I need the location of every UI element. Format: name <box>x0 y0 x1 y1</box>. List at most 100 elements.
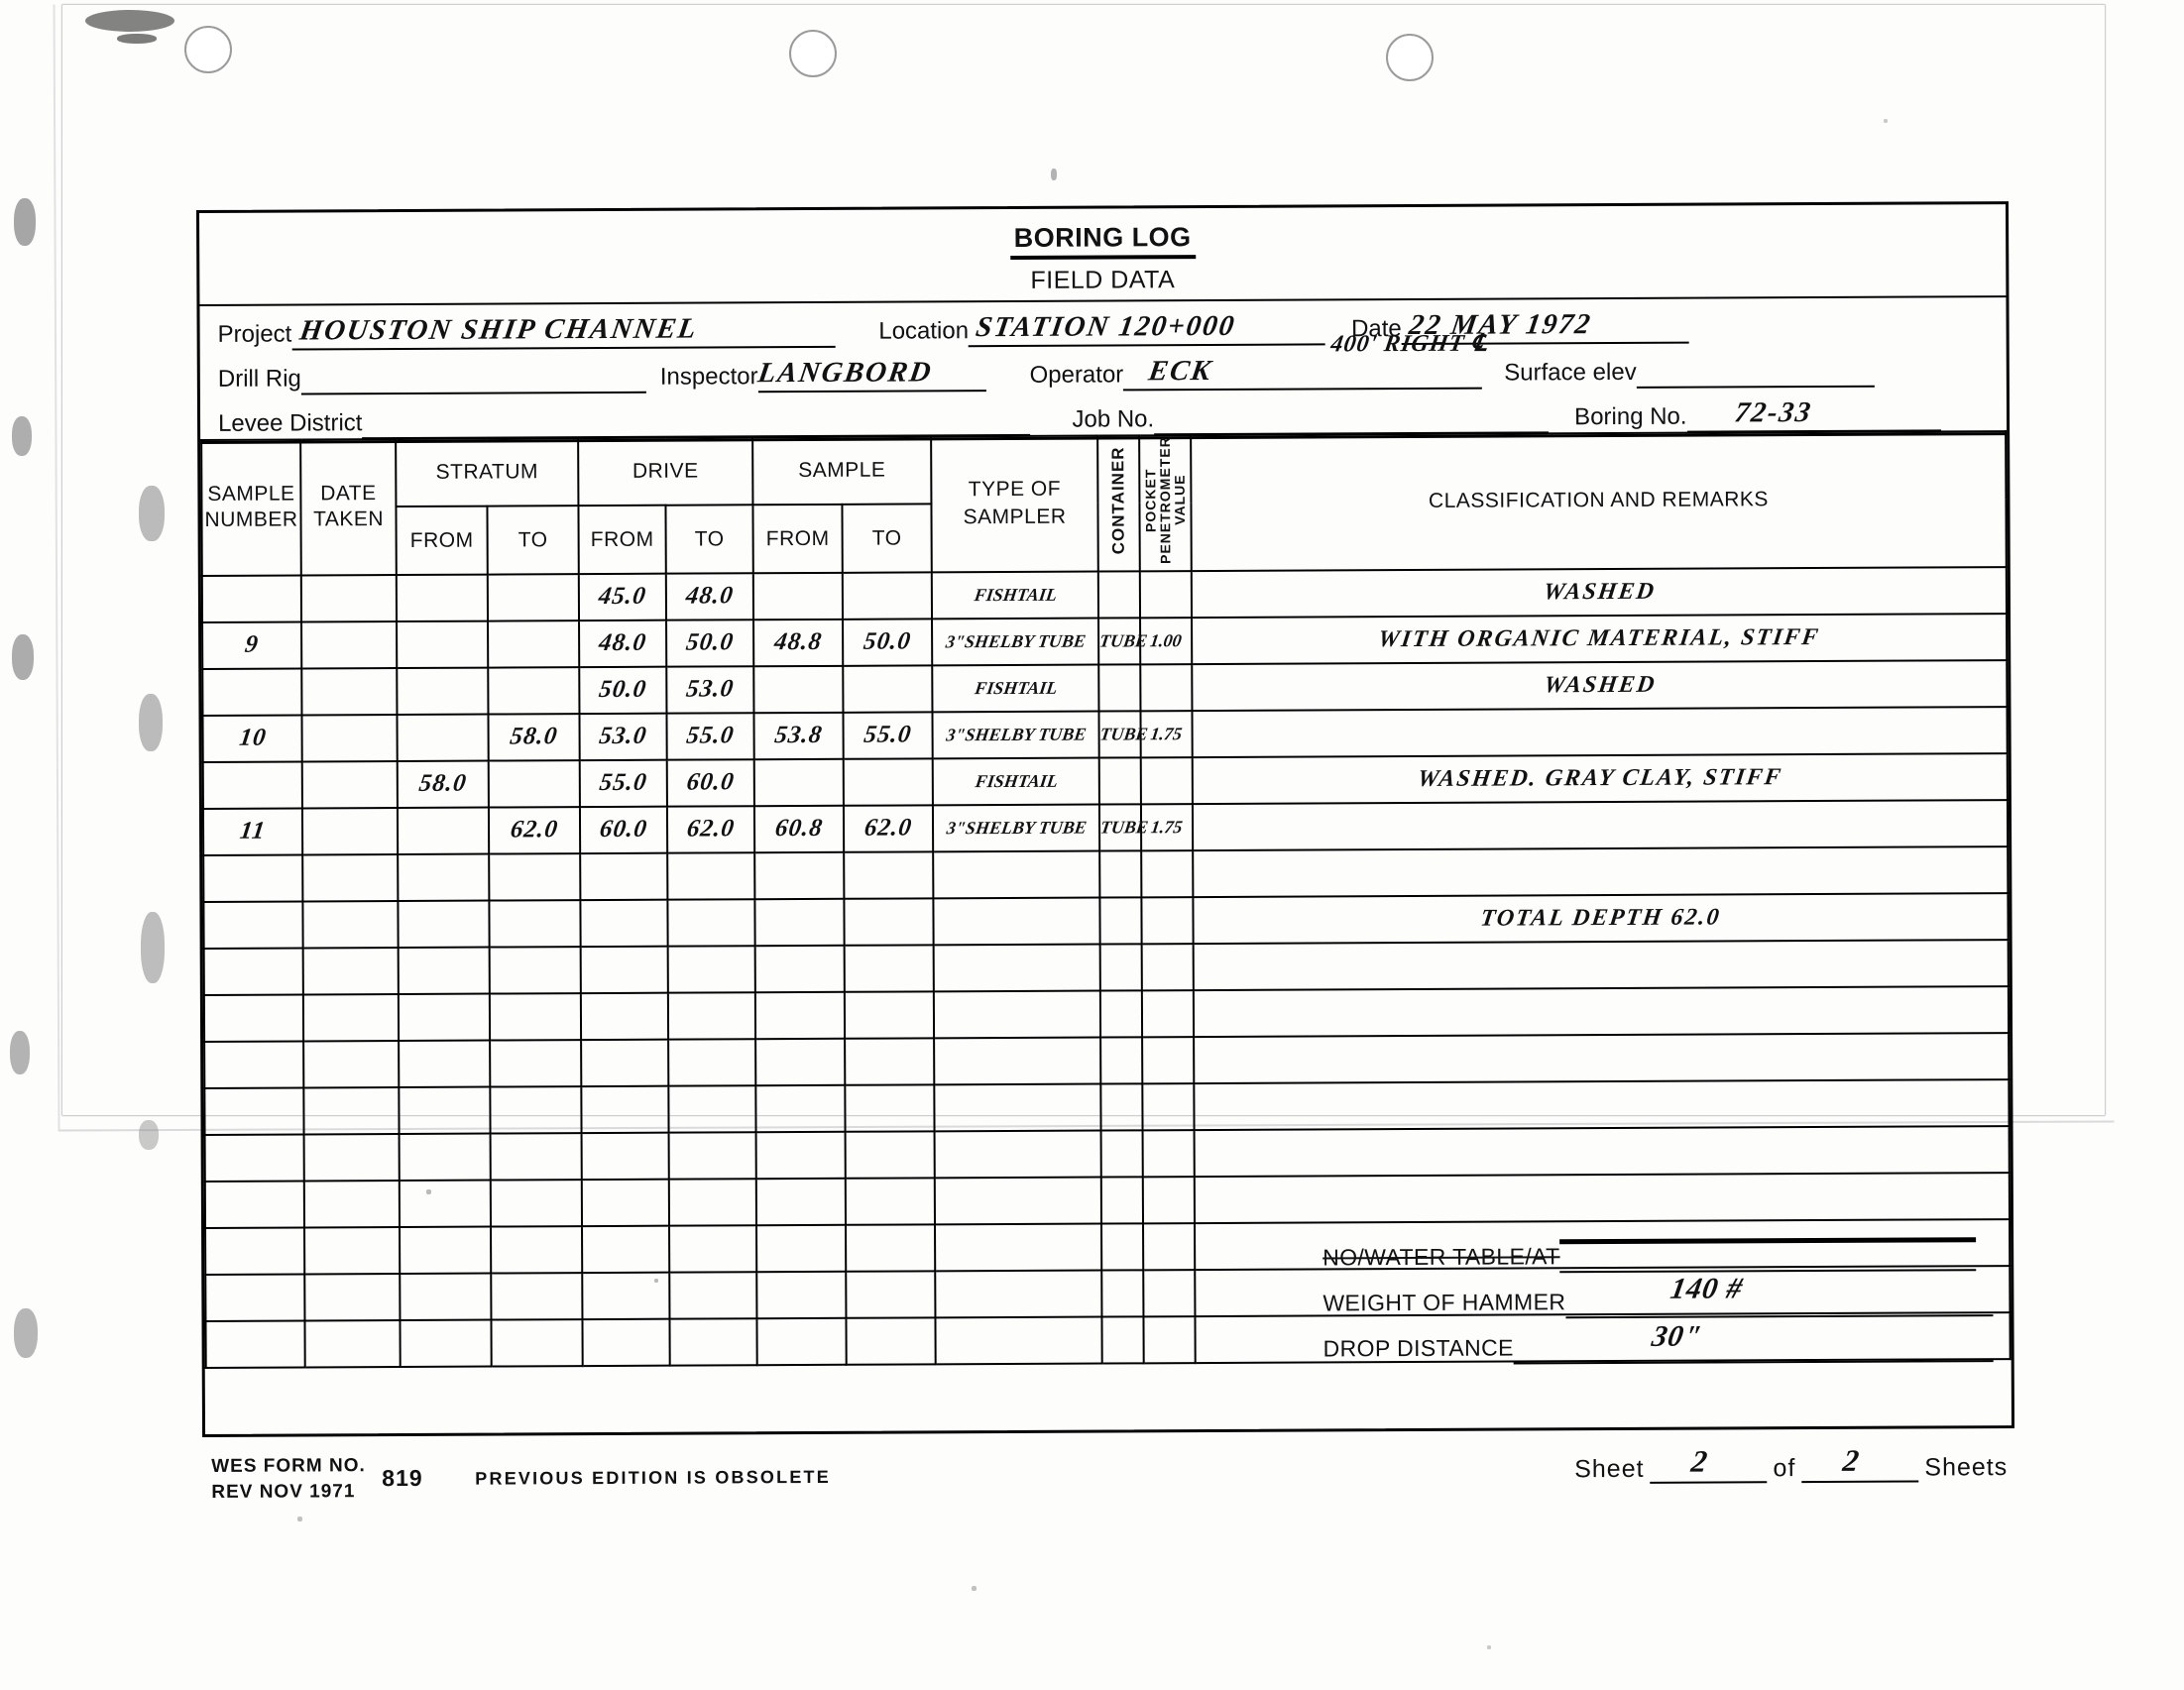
td-container[interactable]: TUBE <box>1099 804 1150 851</box>
td-sample-to[interactable] <box>846 1224 936 1272</box>
td-stratum-to[interactable] <box>488 620 580 668</box>
td-date-taken[interactable] <box>301 760 398 809</box>
td-sample-number[interactable] <box>205 1320 305 1368</box>
td-stratum-from[interactable] <box>399 1086 491 1134</box>
td-sample-from[interactable] <box>756 1317 847 1365</box>
td-container[interactable]: TUBE <box>1098 711 1149 758</box>
td-remarks[interactable]: WASHED. GRAY CLAY, STIFF <box>1192 752 2008 804</box>
td-stratum-to[interactable] <box>491 1318 583 1367</box>
td-container[interactable] <box>1100 1177 1144 1224</box>
td-sample-from[interactable] <box>754 851 845 899</box>
td-sample-to[interactable] <box>844 991 935 1039</box>
td-type-of-sampler[interactable] <box>933 897 1100 946</box>
td-drive-from[interactable]: 45.0 <box>578 573 667 620</box>
td-type-of-sampler[interactable] <box>934 1130 1101 1179</box>
operator-field[interactable]: ECK 400' RIGHT ℄ <box>1123 331 1490 392</box>
td-type-of-sampler[interactable] <box>933 990 1101 1039</box>
td-stratum-from[interactable] <box>396 574 489 621</box>
td-stratum-from[interactable] <box>400 1226 492 1274</box>
td-stratum-from[interactable] <box>397 620 489 668</box>
td-sample-to[interactable]: 62.0 <box>843 805 934 852</box>
td-date-taken[interactable] <box>304 1319 401 1368</box>
td-type-of-sampler[interactable] <box>933 944 1100 992</box>
td-sample-to[interactable] <box>843 758 933 806</box>
td-drive-to[interactable] <box>669 1271 757 1319</box>
td-sample-from[interactable] <box>755 1131 846 1179</box>
td-stratum-to[interactable] <box>489 899 581 948</box>
td-type-of-sampler[interactable]: 3"SHELBY TUBE <box>932 711 1099 759</box>
td-drive-from[interactable] <box>580 852 668 900</box>
td-drive-from[interactable] <box>580 899 668 947</box>
td-date-taken[interactable] <box>302 900 399 949</box>
td-stratum-from[interactable] <box>397 807 490 854</box>
td-container[interactable] <box>1098 757 1141 805</box>
td-container[interactable] <box>1099 850 1142 898</box>
td-stratum-from[interactable] <box>398 853 490 901</box>
td-type-of-sampler[interactable] <box>934 1083 1101 1132</box>
td-date-taken[interactable] <box>304 1226 401 1275</box>
td-sample-to[interactable] <box>844 945 934 992</box>
td-container[interactable] <box>1097 571 1141 619</box>
td-sample-number[interactable] <box>202 761 302 809</box>
td-type-of-sampler[interactable]: FISHTAIL <box>932 664 1099 713</box>
td-date-taken[interactable] <box>303 1086 400 1135</box>
td-sample-to[interactable] <box>846 1271 936 1318</box>
td-drive-to[interactable] <box>668 1131 756 1180</box>
td-container[interactable] <box>1099 944 1142 991</box>
boring-no-field[interactable]: 72-33 <box>1686 396 1941 433</box>
td-remarks[interactable] <box>1194 1172 2010 1223</box>
td-stratum-to[interactable] <box>491 1272 583 1320</box>
td-drive-to[interactable] <box>669 1317 757 1366</box>
td-container[interactable] <box>1100 1083 1143 1131</box>
td-type-of-sampler[interactable] <box>934 1177 1102 1225</box>
td-sample-from[interactable] <box>755 1178 847 1225</box>
td-sample-number[interactable] <box>203 994 304 1042</box>
td-drive-to[interactable]: 48.0 <box>665 572 754 620</box>
td-sample-from[interactable] <box>756 1224 847 1272</box>
td-remarks[interactable] <box>1193 985 2010 1037</box>
td-drive-to[interactable]: 60.0 <box>666 758 754 807</box>
td-stratum-from[interactable] <box>398 947 490 994</box>
td-type-of-sampler[interactable] <box>935 1223 1102 1272</box>
td-sample-number[interactable] <box>202 668 302 716</box>
td-ppv[interactable]: 1.00 <box>1140 617 1193 665</box>
td-sample-from[interactable] <box>755 1084 846 1132</box>
td-remarks[interactable] <box>1194 1125 2010 1177</box>
td-drive-to[interactable]: 50.0 <box>666 619 754 667</box>
td-date-taken[interactable] <box>303 1040 400 1088</box>
td-sample-from[interactable] <box>753 758 844 806</box>
td-date-taken[interactable] <box>301 807 399 855</box>
td-sample-number[interactable]: 9 <box>202 621 302 669</box>
td-drive-to[interactable] <box>667 991 756 1040</box>
td-drive-from[interactable] <box>581 1132 669 1180</box>
td-sample-to[interactable] <box>842 572 933 620</box>
td-sample-from[interactable] <box>752 572 844 620</box>
td-stratum-to[interactable] <box>488 759 580 808</box>
td-stratum-from[interactable] <box>397 714 489 761</box>
td-drive-to[interactable]: 62.0 <box>666 805 755 853</box>
td-sample-to[interactable]: 55.0 <box>843 712 933 759</box>
td-drive-from[interactable]: 53.0 <box>579 713 667 760</box>
td-drive-from[interactable] <box>581 1085 669 1133</box>
td-ppv[interactable] <box>1142 1082 1195 1131</box>
td-sample-to[interactable] <box>845 1178 936 1225</box>
td-stratum-to[interactable] <box>488 666 580 715</box>
td-drive-to[interactable] <box>667 851 755 900</box>
td-drive-to[interactable] <box>668 1178 757 1226</box>
td-ppv[interactable] <box>1142 1129 1195 1178</box>
hammer-weight-field[interactable]: 140 # <box>1565 1272 1994 1319</box>
td-date-taken[interactable] <box>304 1273 401 1321</box>
td-sample-number[interactable] <box>203 948 303 995</box>
td-ppv[interactable] <box>1141 849 1194 898</box>
td-sample-number[interactable] <box>203 901 303 949</box>
td-date-taken[interactable] <box>303 1180 401 1228</box>
td-sample-from[interactable] <box>754 945 845 992</box>
td-container[interactable] <box>1101 1270 1144 1317</box>
td-type-of-sampler[interactable]: FISHTAIL <box>932 757 1099 806</box>
td-container[interactable] <box>1101 1316 1144 1364</box>
td-sample-number[interactable] <box>205 1227 305 1275</box>
td-drive-from[interactable]: 55.0 <box>579 759 667 807</box>
td-ppv[interactable] <box>1141 943 1194 991</box>
td-sample-from[interactable] <box>753 665 844 713</box>
td-type-of-sampler[interactable]: 3"SHELBY TUBE <box>932 804 1100 852</box>
